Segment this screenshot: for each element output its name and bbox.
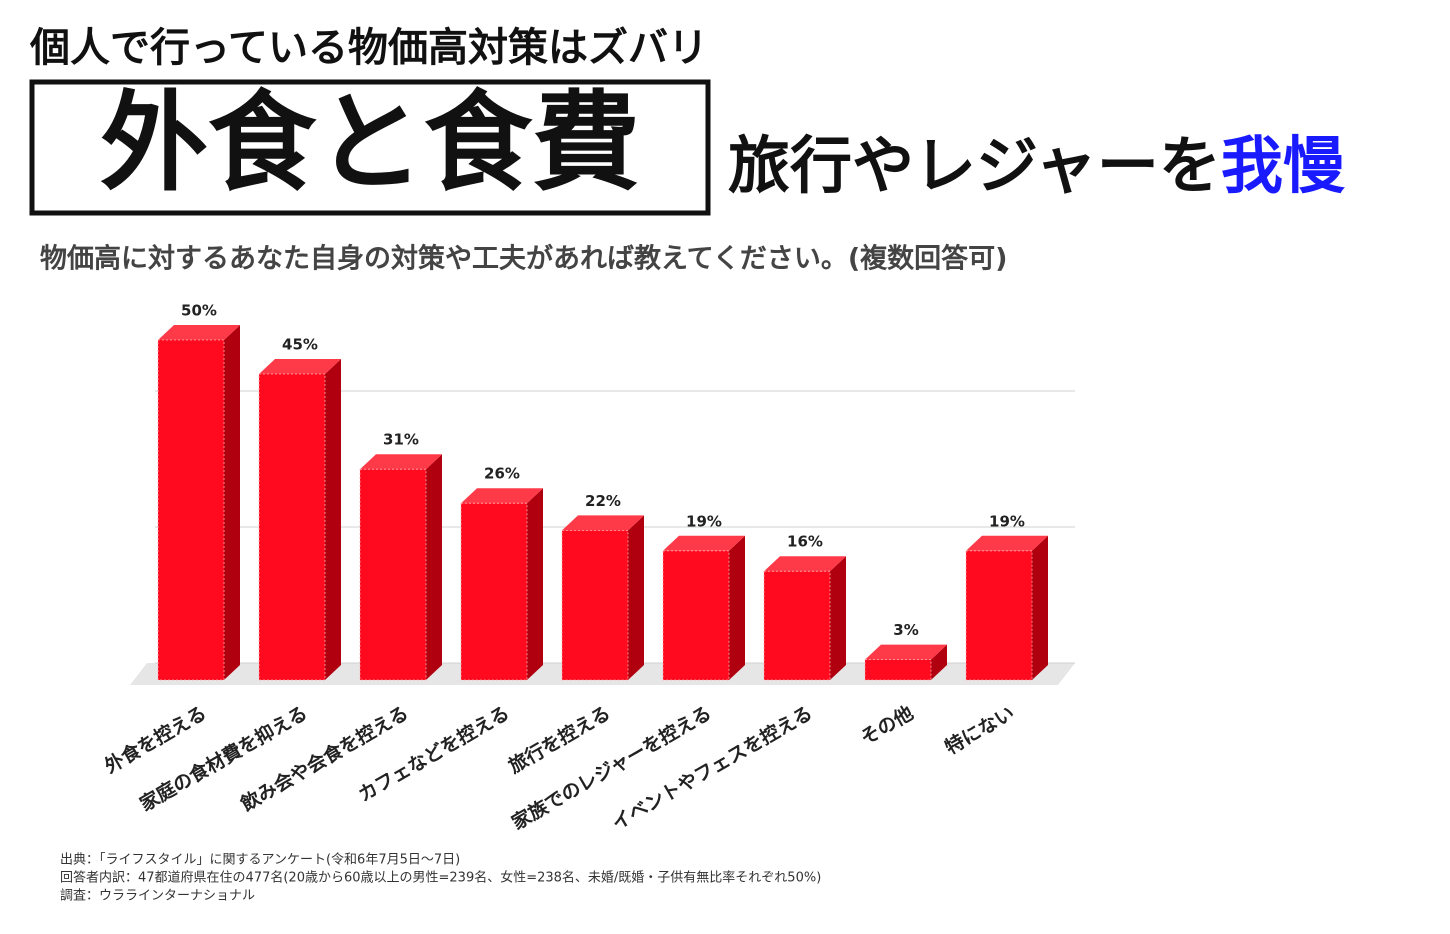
bar-top [562,515,644,531]
bar-top [158,325,240,340]
page-title: 個人で行っている物価高対策はズバリ [29,25,708,71]
bar [763,570,831,681]
bar-side [426,454,442,680]
value-label: 19% [686,512,722,530]
bar-side [628,515,644,680]
footnotes: 出典：「ライフスタイル」に関するアンケート(令和6年7月5日～7日) 回答者内訳：… [60,853,821,904]
footnote: 調査：ウララインターナショナル [60,889,255,904]
bar-side [729,535,745,680]
x-tick-label: 家庭の食材費を抑える [136,701,312,816]
bar-top [360,454,442,470]
value-label: 50% [181,302,217,320]
chart-title: 物価高に対するあなた自身の対策や工夫があれば教えてください。(複数回答可) [40,243,1008,275]
headline: 旅行やレジャーを我慢 [728,129,1346,202]
bar [157,339,225,681]
value-label: 3% [893,621,918,639]
headline-emphasis: 我慢 [1221,129,1346,202]
value-label: 31% [383,431,419,449]
value-label: 16% [787,533,823,551]
bar-side [1032,535,1048,680]
bar-top [663,535,745,551]
value-label: 19% [989,512,1025,530]
bar [965,550,1033,681]
bar-side [830,556,846,680]
headline-boxed: 外食と食費 [100,81,640,206]
x-tick-label: 特にない [941,702,1018,759]
value-label: 22% [585,492,621,510]
bar-top [966,535,1048,551]
bar-top [865,644,947,660]
value-label: 26% [484,465,520,483]
bar-top [461,488,543,504]
bar-side [527,488,543,680]
x-tick-label: 飲み会や会食を控える [236,701,412,816]
bar-top [764,556,846,572]
footnote: 回答者内訳：47都道府県在住の477名(20歳から60歳以上の男性=239名、女… [60,870,821,886]
bar [359,468,427,681]
headline-rest: 旅行やレジャーを [728,129,1221,202]
value-label: 45% [282,336,318,354]
x-tick-label: その他 [856,701,917,749]
bar-side [325,359,341,680]
headline-box [29,79,711,216]
bar [561,530,629,681]
bar [258,373,326,681]
bar [662,550,730,681]
bar-side [931,644,947,680]
bar [460,502,528,681]
bar-top [259,359,341,374]
bar [864,659,932,681]
bar-side [224,325,240,680]
footnote: 出典：「ライフスタイル」に関するアンケート(令和6年7月5日～7日) [60,853,460,868]
